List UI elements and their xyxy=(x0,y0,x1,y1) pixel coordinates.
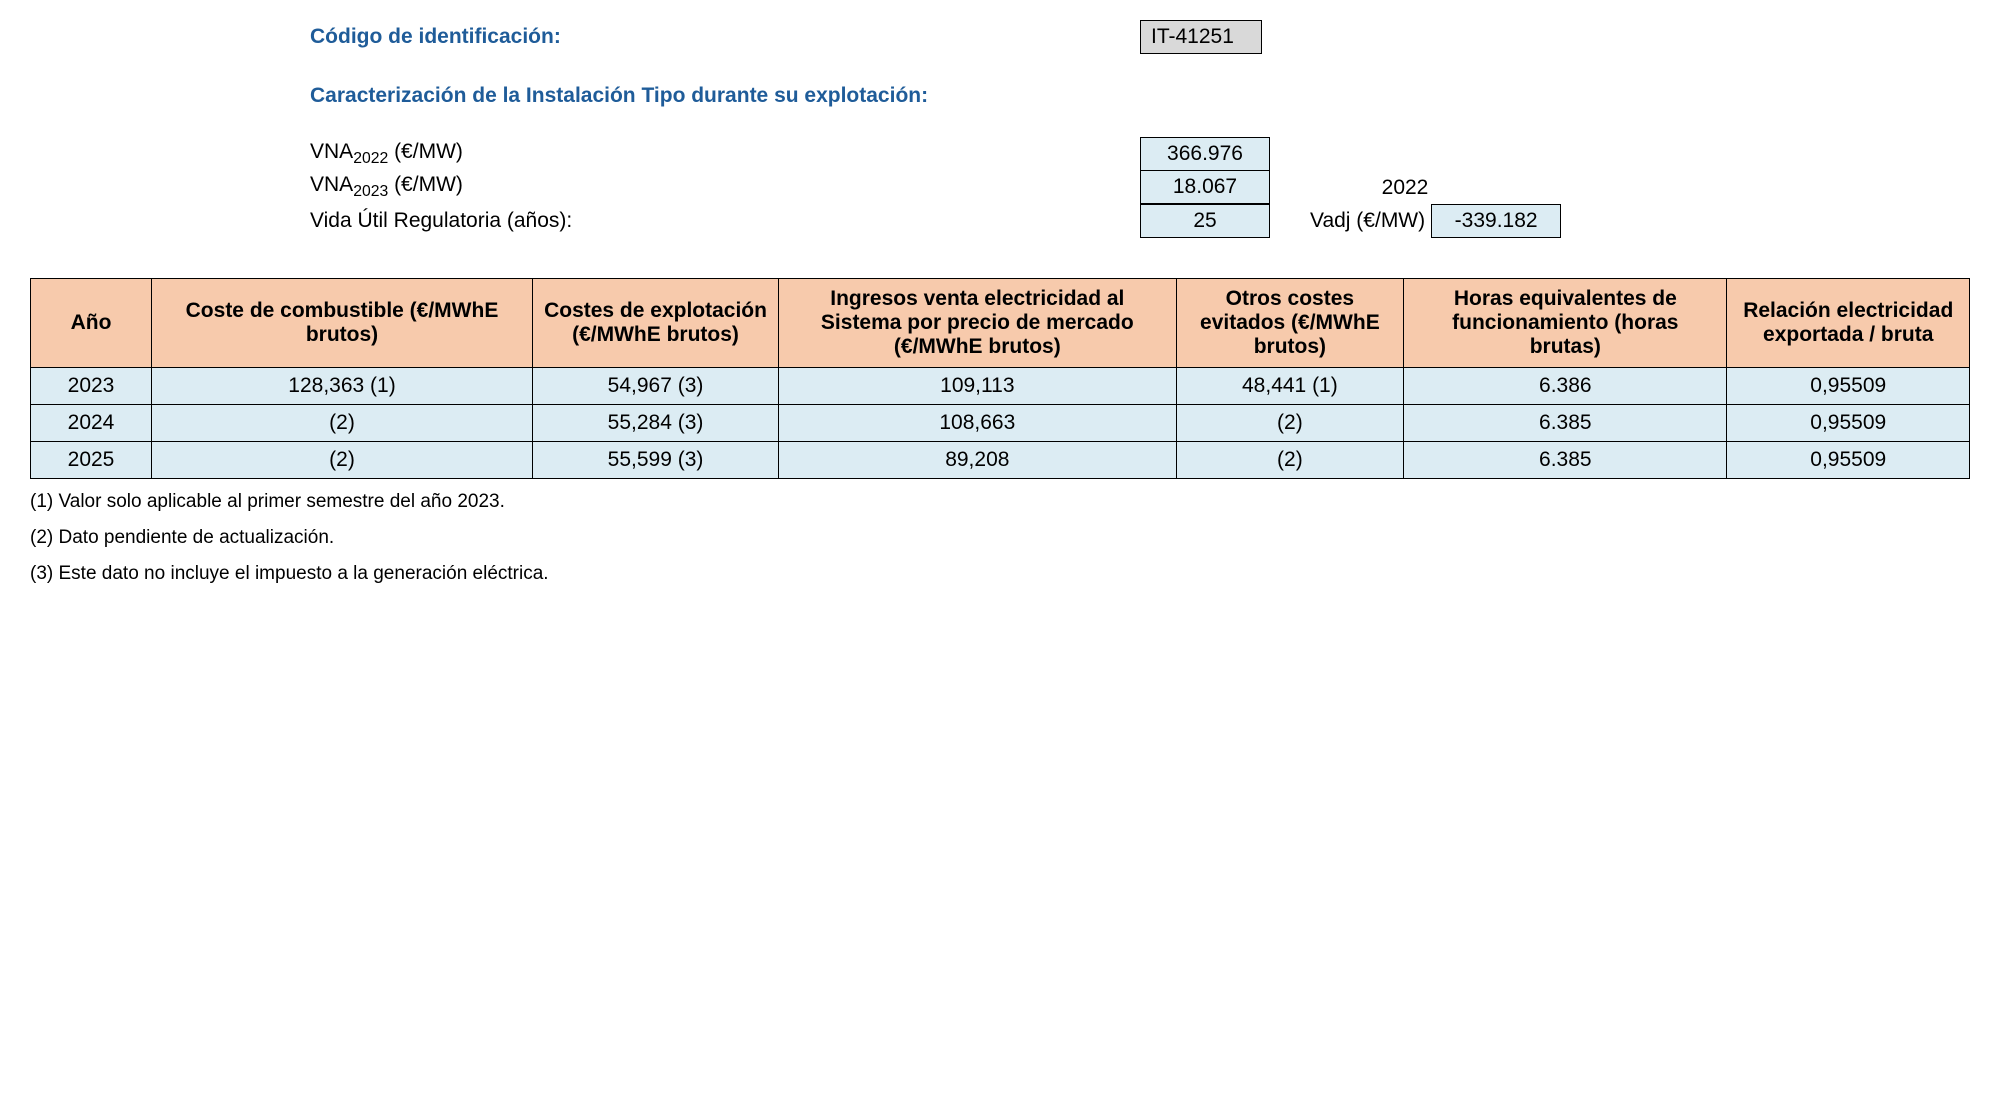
cell-ano: 2023 xyxy=(31,368,152,405)
cell-costes: 55,599 (3) xyxy=(533,442,779,479)
cell-horas: 6.385 xyxy=(1404,405,1727,442)
vna2022-sub: 2022 xyxy=(353,151,388,168)
cell-ano: 2024 xyxy=(31,405,152,442)
vadj-label: Vadj (€/MW) xyxy=(1310,209,1425,233)
vida-value: 25 xyxy=(1140,204,1270,238)
cell-otros: (2) xyxy=(1176,405,1404,442)
cell-ingresos: 109,113 xyxy=(779,368,1177,405)
col-costes: Costes de explotación (€/MWhE brutos) xyxy=(533,279,779,368)
table-head: Año Coste de combustible (€/MWhE brutos)… xyxy=(31,279,1970,368)
cell-ano: 2025 xyxy=(31,442,152,479)
vna2023-value: 18.067 xyxy=(1140,170,1270,204)
cell-horas: 6.385 xyxy=(1404,442,1727,479)
cell-horas: 6.386 xyxy=(1404,368,1727,405)
vadj-year-group: 2022 xyxy=(1330,176,1480,200)
cell-combust: (2) xyxy=(152,405,533,442)
section-title: Caracterización de la Instalación Tipo d… xyxy=(310,84,1970,108)
cell-combust: 128,363 (1) xyxy=(152,368,533,405)
table-row: 2024 (2) 55,284 (3) 108,663 (2) 6.385 0,… xyxy=(31,405,1970,442)
data-table: Año Coste de combustible (€/MWhE brutos)… xyxy=(30,278,1970,479)
vida-label: Vida Útil Regulatoria (años): xyxy=(310,209,1140,233)
col-relacion: Relación electricidad exportada / bruta xyxy=(1727,279,1970,368)
col-combust: Coste de combustible (€/MWhE brutos) xyxy=(152,279,533,368)
code-label: Código de identificación: xyxy=(310,25,1140,49)
params-block: VNA2022 (€/MW) 366.976 VNA2023 (€/MW) 18… xyxy=(310,138,1970,238)
col-ano: Año xyxy=(31,279,152,368)
table-row: 2025 (2) 55,599 (3) 89,208 (2) 6.385 0,9… xyxy=(31,442,1970,479)
vna2023-post: (€/MW) xyxy=(388,173,463,196)
cell-ingresos: 108,663 xyxy=(779,405,1177,442)
vna2022-label: VNA2022 (€/MW) xyxy=(310,140,1140,168)
vna2022-post: (€/MW) xyxy=(388,140,463,163)
cell-costes: 55,284 (3) xyxy=(533,405,779,442)
code-row: Código de identificación: IT-41251 xyxy=(310,20,1970,54)
table-row: 2023 128,363 (1) 54,967 (3) 109,113 48,4… xyxy=(31,368,1970,405)
col-otros: Otros costes evitados (€/MWhE brutos) xyxy=(1176,279,1404,368)
cell-otros: (2) xyxy=(1176,442,1404,479)
table-header-row: Año Coste de combustible (€/MWhE brutos)… xyxy=(31,279,1970,368)
table-body: 2023 128,363 (1) 54,967 (3) 109,113 48,4… xyxy=(31,368,1970,479)
cell-combust: (2) xyxy=(152,442,533,479)
vadj-group: Vadj (€/MW) -339.182 xyxy=(1310,204,1561,238)
cell-ingresos: 89,208 xyxy=(779,442,1177,479)
cell-relacion: 0,95509 xyxy=(1727,442,1970,479)
vna2022-value: 366.976 xyxy=(1140,137,1270,171)
footnotes: (1) Valor solo aplicable al primer semes… xyxy=(30,491,1970,585)
vadj-value: -339.182 xyxy=(1431,204,1561,238)
cell-relacion: 0,95509 xyxy=(1727,405,1970,442)
cell-otros: 48,441 (1) xyxy=(1176,368,1404,405)
vadj-year: 2022 xyxy=(1330,176,1480,200)
footnote-2: (2) Dato pendiente de actualización. xyxy=(30,527,1970,549)
cell-costes: 54,967 (3) xyxy=(533,368,779,405)
vida-row: Vida Útil Regulatoria (años): 25 Vadj (€… xyxy=(310,204,1970,238)
cell-relacion: 0,95509 xyxy=(1727,368,1970,405)
footnote-1: (1) Valor solo aplicable al primer semes… xyxy=(30,491,1970,513)
footnote-3: (3) Este dato no incluye el impuesto a l… xyxy=(30,563,1970,585)
col-horas: Horas equivalentes de funcionamiento (ho… xyxy=(1404,279,1727,368)
col-ingresos: Ingresos venta electricidad al Sistema p… xyxy=(779,279,1177,368)
vna2023-sub: 2023 xyxy=(353,184,388,201)
vna2023-pre: VNA xyxy=(310,173,353,196)
code-value-box: IT-41251 xyxy=(1140,20,1262,54)
vna2022-row: VNA2022 (€/MW) 366.976 xyxy=(310,138,1970,171)
vna2022-pre: VNA xyxy=(310,140,353,163)
header-block: Código de identificación: IT-41251 Carac… xyxy=(310,20,1970,238)
vna2023-row: VNA2023 (€/MW) 18.067 2022 xyxy=(310,171,1970,204)
vna2023-label: VNA2023 (€/MW) xyxy=(310,173,1140,201)
